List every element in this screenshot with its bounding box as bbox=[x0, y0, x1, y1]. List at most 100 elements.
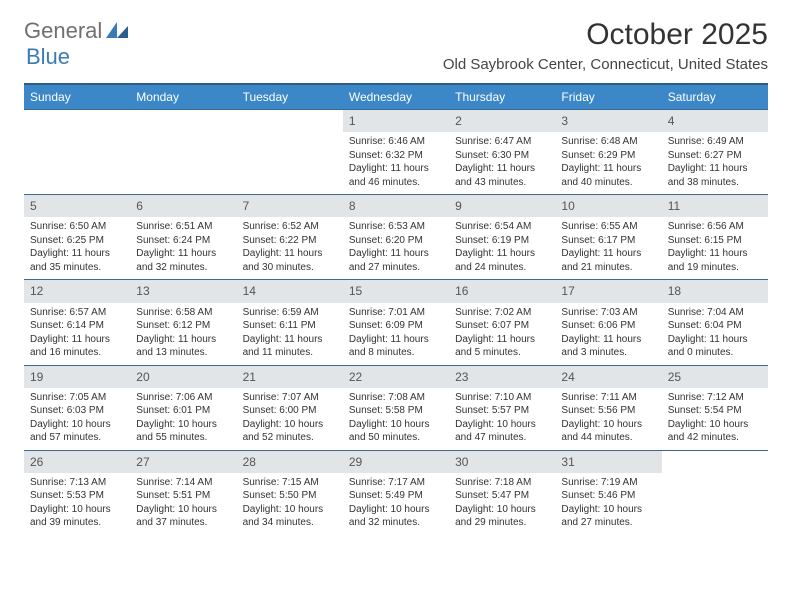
day-body: Sunrise: 7:07 AMSunset: 6:00 PMDaylight:… bbox=[237, 388, 343, 450]
day-line-sr: Sunrise: 6:46 AM bbox=[349, 135, 443, 149]
day-line-ss: Sunset: 6:30 PM bbox=[455, 149, 549, 163]
day-cell: 3Sunrise: 6:48 AMSunset: 6:29 PMDaylight… bbox=[555, 110, 661, 194]
day-number: 10 bbox=[555, 195, 661, 217]
day-line-dl1: Daylight: 10 hours bbox=[30, 503, 124, 517]
logo-triangle-icon bbox=[106, 18, 128, 44]
day-line-dl2: and 39 minutes. bbox=[30, 516, 124, 530]
day-body: Sunrise: 6:52 AMSunset: 6:22 PMDaylight:… bbox=[237, 217, 343, 279]
day-number: 16 bbox=[449, 280, 555, 302]
day-line-dl1: Daylight: 10 hours bbox=[561, 503, 655, 517]
day-line-dl1: Daylight: 10 hours bbox=[455, 418, 549, 432]
day-number: 17 bbox=[555, 280, 661, 302]
day-line-sr: Sunrise: 6:51 AM bbox=[136, 220, 230, 234]
day-line-dl2: and 8 minutes. bbox=[349, 346, 443, 360]
day-line-dl1: Daylight: 10 hours bbox=[668, 418, 762, 432]
day-line-ss: Sunset: 5:54 PM bbox=[668, 404, 762, 418]
day-line-dl2: and 0 minutes. bbox=[668, 346, 762, 360]
day-line-dl2: and 30 minutes. bbox=[243, 261, 337, 275]
week-row: 1Sunrise: 6:46 AMSunset: 6:32 PMDaylight… bbox=[24, 109, 768, 194]
day-number: 11 bbox=[662, 195, 768, 217]
day-line-dl2: and 27 minutes. bbox=[349, 261, 443, 275]
day-line-ss: Sunset: 6:25 PM bbox=[30, 234, 124, 248]
day-body: Sunrise: 6:48 AMSunset: 6:29 PMDaylight:… bbox=[555, 132, 661, 194]
day-line-sr: Sunrise: 6:49 AM bbox=[668, 135, 762, 149]
dow-cell: Tuesday bbox=[237, 85, 343, 109]
day-line-dl2: and 44 minutes. bbox=[561, 431, 655, 445]
day-number: 31 bbox=[555, 451, 661, 473]
day-body: Sunrise: 6:58 AMSunset: 6:12 PMDaylight:… bbox=[130, 303, 236, 365]
dow-cell: Thursday bbox=[449, 85, 555, 109]
day-cell: 13Sunrise: 6:58 AMSunset: 6:12 PMDayligh… bbox=[130, 280, 236, 364]
day-cell: 21Sunrise: 7:07 AMSunset: 6:00 PMDayligh… bbox=[237, 366, 343, 450]
dow-cell: Saturday bbox=[662, 85, 768, 109]
day-cell: 18Sunrise: 7:04 AMSunset: 6:04 PMDayligh… bbox=[662, 280, 768, 364]
day-line-dl2: and 11 minutes. bbox=[243, 346, 337, 360]
day-cell: 12Sunrise: 6:57 AMSunset: 6:14 PMDayligh… bbox=[24, 280, 130, 364]
day-cell: 2Sunrise: 6:47 AMSunset: 6:30 PMDaylight… bbox=[449, 110, 555, 194]
day-line-ss: Sunset: 6:00 PM bbox=[243, 404, 337, 418]
day-body: Sunrise: 7:03 AMSunset: 6:06 PMDaylight:… bbox=[555, 303, 661, 365]
calendar: SundayMondayTuesdayWednesdayThursdayFrid… bbox=[24, 83, 768, 535]
day-line-dl2: and 46 minutes. bbox=[349, 176, 443, 190]
day-body: Sunrise: 6:55 AMSunset: 6:17 PMDaylight:… bbox=[555, 217, 661, 279]
logo-text-blue: Blue bbox=[26, 44, 70, 69]
day-cell: 23Sunrise: 7:10 AMSunset: 5:57 PMDayligh… bbox=[449, 366, 555, 450]
day-line-dl1: Daylight: 11 hours bbox=[30, 247, 124, 261]
day-number: 7 bbox=[237, 195, 343, 217]
day-body: Sunrise: 6:54 AMSunset: 6:19 PMDaylight:… bbox=[449, 217, 555, 279]
day-line-dl1: Daylight: 10 hours bbox=[349, 418, 443, 432]
day-cell: 7Sunrise: 6:52 AMSunset: 6:22 PMDaylight… bbox=[237, 195, 343, 279]
day-body: Sunrise: 7:08 AMSunset: 5:58 PMDaylight:… bbox=[343, 388, 449, 450]
day-body: Sunrise: 7:11 AMSunset: 5:56 PMDaylight:… bbox=[555, 388, 661, 450]
day-cell: 19Sunrise: 7:05 AMSunset: 6:03 PMDayligh… bbox=[24, 366, 130, 450]
day-line-sr: Sunrise: 6:48 AM bbox=[561, 135, 655, 149]
logo-text-general: General bbox=[24, 18, 102, 44]
day-line-dl1: Daylight: 10 hours bbox=[136, 418, 230, 432]
day-line-dl1: Daylight: 11 hours bbox=[136, 247, 230, 261]
day-number: 24 bbox=[555, 366, 661, 388]
day-body: Sunrise: 6:53 AMSunset: 6:20 PMDaylight:… bbox=[343, 217, 449, 279]
day-line-dl2: and 43 minutes. bbox=[455, 176, 549, 190]
day-line-sr: Sunrise: 6:55 AM bbox=[561, 220, 655, 234]
day-cell: 30Sunrise: 7:18 AMSunset: 5:47 PMDayligh… bbox=[449, 451, 555, 535]
day-number: 28 bbox=[237, 451, 343, 473]
day-line-dl1: Daylight: 11 hours bbox=[243, 333, 337, 347]
day-line-ss: Sunset: 5:47 PM bbox=[455, 489, 549, 503]
day-number bbox=[662, 451, 768, 457]
day-line-dl1: Daylight: 11 hours bbox=[561, 333, 655, 347]
day-line-ss: Sunset: 6:22 PM bbox=[243, 234, 337, 248]
day-cell: 8Sunrise: 6:53 AMSunset: 6:20 PMDaylight… bbox=[343, 195, 449, 279]
day-line-ss: Sunset: 5:46 PM bbox=[561, 489, 655, 503]
day-number: 22 bbox=[343, 366, 449, 388]
day-body: Sunrise: 7:04 AMSunset: 6:04 PMDaylight:… bbox=[662, 303, 768, 365]
day-line-dl1: Daylight: 10 hours bbox=[455, 503, 549, 517]
day-cell: 24Sunrise: 7:11 AMSunset: 5:56 PMDayligh… bbox=[555, 366, 661, 450]
day-line-dl2: and 34 minutes. bbox=[243, 516, 337, 530]
day-number: 30 bbox=[449, 451, 555, 473]
day-body: Sunrise: 7:06 AMSunset: 6:01 PMDaylight:… bbox=[130, 388, 236, 450]
day-cell: 15Sunrise: 7:01 AMSunset: 6:09 PMDayligh… bbox=[343, 280, 449, 364]
day-line-sr: Sunrise: 7:17 AM bbox=[349, 476, 443, 490]
day-line-dl2: and 32 minutes. bbox=[136, 261, 230, 275]
day-body: Sunrise: 6:50 AMSunset: 6:25 PMDaylight:… bbox=[24, 217, 130, 279]
day-line-dl1: Daylight: 11 hours bbox=[668, 162, 762, 176]
day-line-sr: Sunrise: 7:11 AM bbox=[561, 391, 655, 405]
day-line-ss: Sunset: 5:49 PM bbox=[349, 489, 443, 503]
day-line-dl2: and 32 minutes. bbox=[349, 516, 443, 530]
day-line-sr: Sunrise: 6:59 AM bbox=[243, 306, 337, 320]
week-row: 12Sunrise: 6:57 AMSunset: 6:14 PMDayligh… bbox=[24, 279, 768, 364]
day-number: 18 bbox=[662, 280, 768, 302]
day-number: 29 bbox=[343, 451, 449, 473]
day-body: Sunrise: 6:51 AMSunset: 6:24 PMDaylight:… bbox=[130, 217, 236, 279]
day-cell: 14Sunrise: 6:59 AMSunset: 6:11 PMDayligh… bbox=[237, 280, 343, 364]
day-line-ss: Sunset: 5:58 PM bbox=[349, 404, 443, 418]
day-line-sr: Sunrise: 6:50 AM bbox=[30, 220, 124, 234]
day-line-dl1: Daylight: 11 hours bbox=[349, 333, 443, 347]
day-line-ss: Sunset: 6:04 PM bbox=[668, 319, 762, 333]
day-cell: 10Sunrise: 6:55 AMSunset: 6:17 PMDayligh… bbox=[555, 195, 661, 279]
day-line-dl2: and 50 minutes. bbox=[349, 431, 443, 445]
day-cell bbox=[662, 451, 768, 535]
day-line-ss: Sunset: 5:57 PM bbox=[455, 404, 549, 418]
day-number: 21 bbox=[237, 366, 343, 388]
day-number: 12 bbox=[24, 280, 130, 302]
